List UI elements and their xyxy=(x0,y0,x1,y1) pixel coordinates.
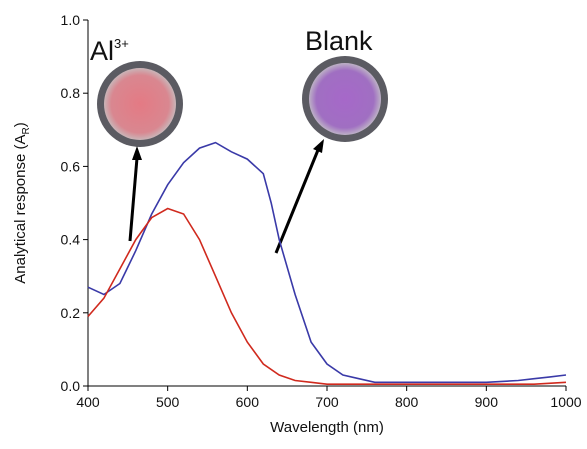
al-spot xyxy=(97,61,183,147)
blank-spot xyxy=(302,56,388,142)
x-tick-label: 900 xyxy=(475,394,499,410)
y-tick-label: 0.4 xyxy=(61,232,81,248)
x-tick-label: 800 xyxy=(395,394,419,410)
x-tick-label: 700 xyxy=(315,394,339,410)
x-tick-label: 400 xyxy=(76,394,100,410)
annotation: Al3+ xyxy=(90,36,129,66)
y-axis-label: Analytical response (AR) xyxy=(12,122,32,283)
annotation: Blank xyxy=(305,26,373,56)
y-tick-label: 0.0 xyxy=(61,378,81,394)
x-tick-label: 1000 xyxy=(550,394,581,410)
x-axis-label: Wavelength (nm) xyxy=(270,419,384,436)
y-tick-label: 0.6 xyxy=(61,158,81,174)
x-tick-label: 600 xyxy=(236,394,260,410)
spectrum-line xyxy=(87,141,567,384)
y-tick-label: 0.8 xyxy=(61,85,81,101)
y-tick-label: 0.2 xyxy=(61,305,81,321)
x-tick-label: 500 xyxy=(156,394,180,410)
spectrum-line xyxy=(87,207,567,386)
y-tick-label: 1.0 xyxy=(61,12,81,28)
arrows xyxy=(128,139,324,254)
